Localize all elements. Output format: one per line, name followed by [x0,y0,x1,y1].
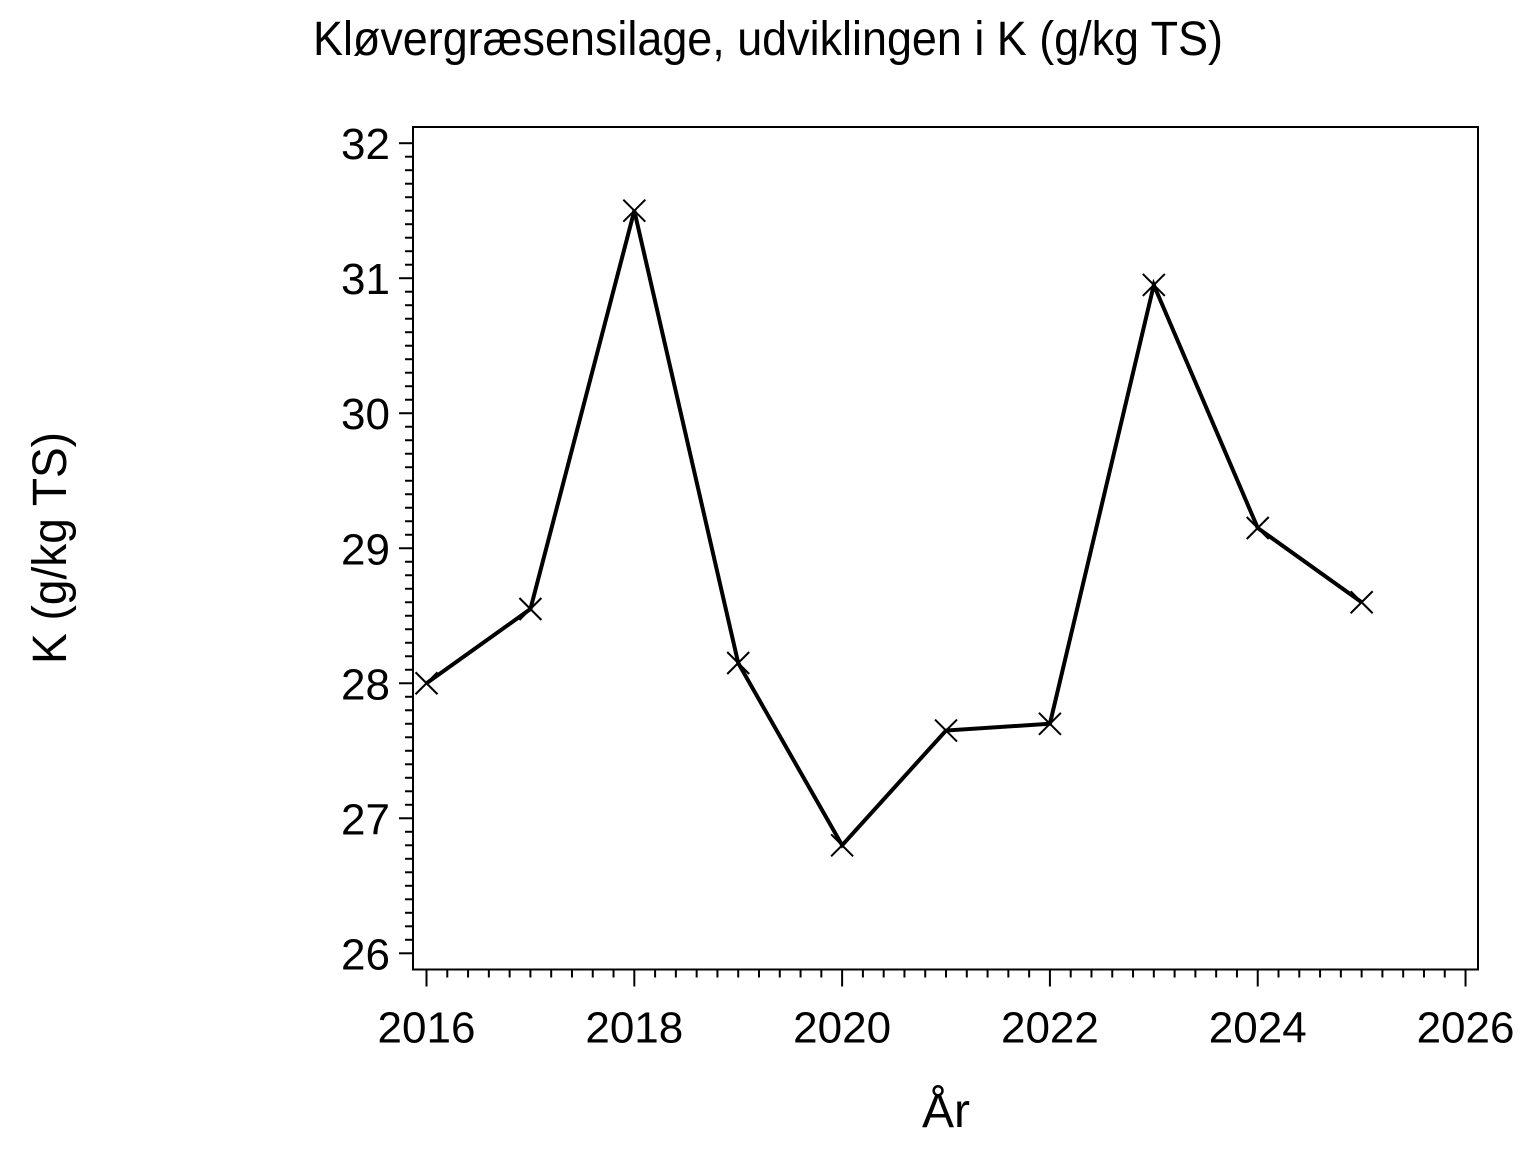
data-point-marker [1142,273,1166,297]
x-tick-label: 2018 [585,1004,683,1053]
x-tick-label: 2024 [1209,1004,1307,1053]
data-point-marker [414,671,439,695]
y-tick-label: 32 [341,120,390,169]
data-markers [414,199,1374,857]
plot-frame [412,126,1479,971]
y-tick-label: 26 [341,930,390,979]
data-point-marker [934,718,958,743]
data-point-marker [1038,712,1062,736]
x-axis-tick-labels: 2016 2018 2020 2022 2024 2026 [378,1004,1515,1053]
x-tick-label: 2016 [378,1004,476,1053]
data-point-marker [726,651,750,675]
x-tick-label: 2022 [1001,1004,1099,1053]
y-axis-ticks [399,142,413,955]
data-point-marker [622,199,647,223]
data-point-marker [1349,590,1374,614]
y-tick-label: 27 [341,795,390,844]
data-point-marker [518,597,543,621]
y-tick-label: 28 [341,660,390,709]
x-tick-label: 2026 [1417,1004,1515,1053]
chart-title: Kløvergræsensilage, udviklingen i K (g/k… [313,13,1223,66]
y-tick-label: 29 [341,525,390,574]
data-point-marker [1246,516,1270,540]
y-tick-label: 31 [341,255,390,304]
y-tick-label: 30 [341,390,390,439]
x-tick-label: 2020 [793,1004,891,1053]
x-axis-ticks [425,969,1467,987]
x-axis-label: År [922,1085,970,1138]
y-axis-label: K (g/kg TS) [24,432,77,664]
y-axis-tick-labels: 26 27 28 29 30 31 32 [341,120,390,979]
data-point-marker [830,833,854,857]
data-line [425,210,1363,849]
